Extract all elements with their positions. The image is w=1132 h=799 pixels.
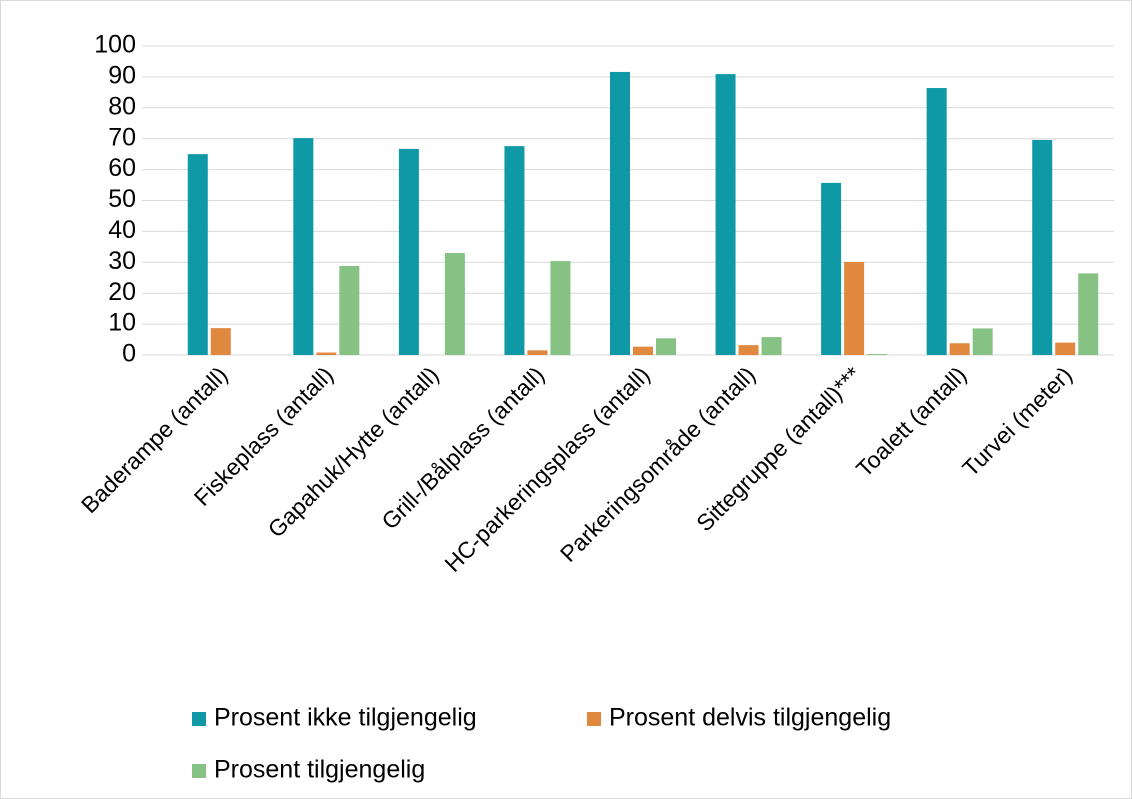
bar [972,328,993,355]
legend-label: Prosent delvis tilgjengelig [609,704,891,732]
bar [339,266,360,355]
legend-swatch [192,712,206,726]
y-tick-label: 70 [108,123,136,151]
bar [444,253,465,355]
legend-label: Prosent tilgjengelig [214,756,425,784]
bar [715,74,736,355]
y-tick-label: 20 [108,278,136,306]
bar [293,138,314,355]
legend-swatch [587,712,601,726]
bar [949,343,970,355]
y-tick-label: 30 [108,247,136,275]
bar [1055,342,1076,355]
bar [821,182,842,355]
y-tick-label: 50 [108,185,136,213]
bar [316,352,337,355]
bar [656,338,676,355]
bar [550,261,571,355]
y-tick-label: 90 [108,62,136,90]
bar [610,71,630,356]
bar [738,345,759,355]
bar [867,354,888,355]
y-tick-label: 60 [108,154,136,182]
y-tick-label: 40 [108,216,136,244]
y-tick-label: 10 [108,309,136,337]
y-tick-label: 80 [108,92,136,120]
y-tick-label: 100 [94,31,136,59]
bar [633,346,653,355]
bar [844,261,865,355]
bar [1078,273,1099,355]
bar [1032,139,1053,355]
bar [761,337,782,355]
legend-swatch [192,764,206,778]
bar [398,148,419,355]
bar [210,328,231,355]
bar [187,154,208,355]
bar [527,350,548,355]
legend-label: Prosent ikke tilgjengelig [214,704,477,732]
bar [926,88,947,356]
y-tick-label: 0 [122,340,136,368]
bar [504,146,525,355]
